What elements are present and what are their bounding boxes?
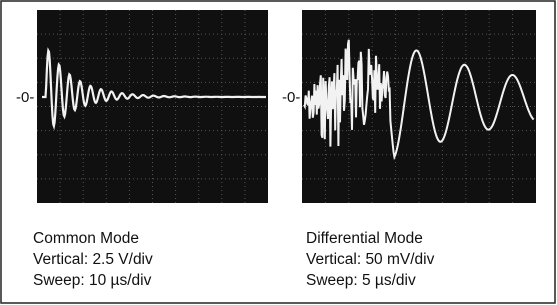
zero-marker: -0-	[282, 89, 300, 106]
caption-line: Vertical: 2.5 V/div	[33, 251, 153, 268]
figure: -0- -0- Common Mode Vertical: 2.5 V/div …	[0, 0, 557, 305]
caption-line: Common Mode	[33, 230, 139, 247]
caption-line: Differential Mode	[306, 230, 423, 247]
caption-line: Vertical: 50 mV/div	[306, 251, 435, 268]
figure-svg: -0- -0- Common Mode Vertical: 2.5 V/div …	[0, 0, 557, 305]
caption-line: Sweep: 10 µs/div	[33, 272, 152, 289]
zero-marker: -0-	[16, 89, 34, 106]
caption-line: Sweep: 5 µs/div	[306, 272, 416, 289]
